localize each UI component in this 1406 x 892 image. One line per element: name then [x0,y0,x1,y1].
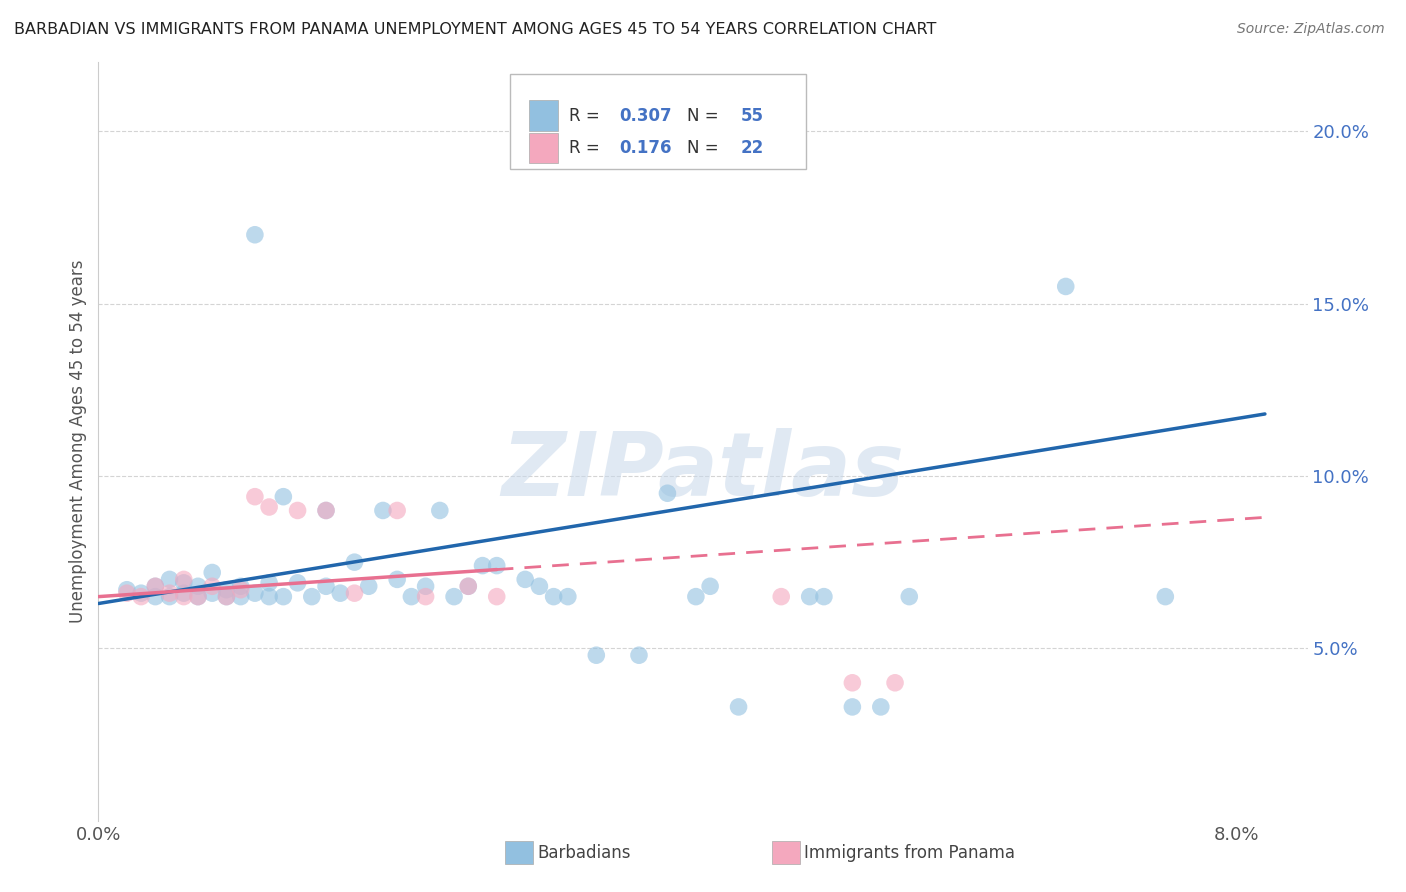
Point [215,590,238,604]
Point [201,566,224,580]
Point [443,590,465,604]
Text: 0.307: 0.307 [620,106,672,125]
Point [813,590,835,604]
Text: 0.176: 0.176 [620,139,672,157]
Point [727,699,749,714]
Text: N =: N = [688,106,724,125]
Point [287,575,309,590]
Point [229,590,252,604]
Text: 22: 22 [741,139,763,157]
Point [471,558,494,573]
Point [229,579,252,593]
Point [173,586,195,600]
Point [457,579,479,593]
FancyBboxPatch shape [529,101,558,130]
Point [273,490,295,504]
Point [273,590,295,604]
Point [385,503,408,517]
Point [329,586,352,600]
Point [173,590,195,604]
Point [215,590,238,604]
Point [1054,279,1077,293]
Point [229,582,252,597]
Point [315,503,337,517]
Text: R =: R = [569,106,605,125]
Point [115,582,138,597]
Point [243,227,266,242]
Point [257,590,280,604]
Point [1154,590,1177,604]
Text: ZIPatlas: ZIPatlas [502,428,904,516]
Point [129,586,152,600]
Text: 55: 55 [741,106,763,125]
Point [257,575,280,590]
Text: Immigrants from Panama: Immigrants from Panama [804,844,1015,862]
Point [385,573,408,587]
Point [173,573,195,587]
Text: Source: ZipAtlas.com: Source: ZipAtlas.com [1237,22,1385,37]
Point [201,586,224,600]
Point [770,590,793,604]
Point [173,575,195,590]
Point [485,558,508,573]
Point [315,579,337,593]
Point [243,586,266,600]
Text: BARBADIAN VS IMMIGRANTS FROM PANAMA UNEMPLOYMENT AMONG AGES 45 TO 54 YEARS CORRE: BARBADIAN VS IMMIGRANTS FROM PANAMA UNEM… [14,22,936,37]
Point [201,579,224,593]
Point [343,555,366,569]
Point [543,590,565,604]
FancyBboxPatch shape [529,133,558,163]
Point [129,590,152,604]
Point [371,503,394,517]
Point [143,579,166,593]
Point [159,586,181,600]
FancyBboxPatch shape [509,74,806,169]
Y-axis label: Unemployment Among Ages 45 to 54 years: Unemployment Among Ages 45 to 54 years [69,260,87,624]
Point [143,590,166,604]
Point [187,579,209,593]
Point [187,590,209,604]
Point [869,699,891,714]
Point [357,579,380,593]
Point [257,500,280,514]
Point [287,503,309,517]
Point [429,503,451,517]
Point [115,586,138,600]
Point [159,573,181,587]
Point [685,590,707,604]
Point [243,490,266,504]
Point [529,579,551,593]
Point [215,582,238,597]
Point [841,699,863,714]
Text: Barbadians: Barbadians [537,844,631,862]
Point [187,590,209,604]
Point [557,590,579,604]
Point [515,573,537,587]
Point [699,579,721,593]
Point [898,590,921,604]
Point [159,590,181,604]
Point [343,586,366,600]
Point [627,648,650,663]
Point [841,675,863,690]
Point [657,486,679,500]
Point [415,590,437,604]
Point [485,590,508,604]
Point [799,590,821,604]
Text: N =: N = [688,139,724,157]
Point [315,503,337,517]
Text: R =: R = [569,139,605,157]
Point [884,675,907,690]
Point [457,579,479,593]
Point [415,579,437,593]
Point [585,648,607,663]
Point [301,590,323,604]
Point [401,590,423,604]
Point [143,579,166,593]
